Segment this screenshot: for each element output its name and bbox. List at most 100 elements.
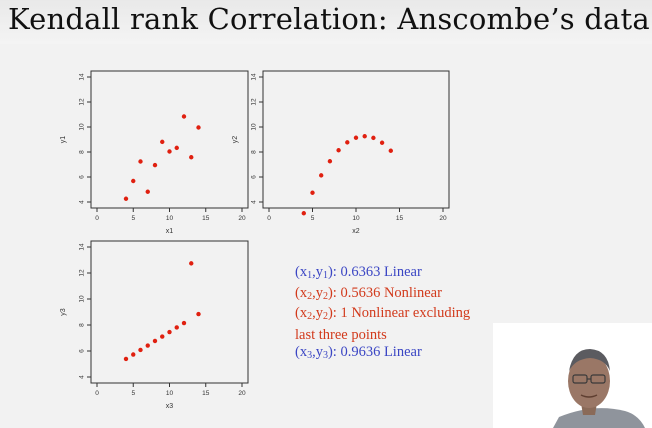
data-point (301, 211, 306, 216)
y-tick-label: 8 (251, 150, 258, 154)
annotation-line: (x3,y3): 0.9636 Linear (295, 343, 422, 365)
annotation-text: x (299, 305, 308, 321)
data-point (123, 196, 129, 201)
annotation-subscript: 2 (322, 291, 328, 302)
x-tick-label: 20 (238, 215, 246, 222)
data-point (189, 261, 194, 266)
data-point (345, 140, 350, 145)
annotation-text: ( (295, 264, 300, 280)
data-point (138, 347, 143, 353)
annotation-text: y (315, 305, 323, 321)
presenter-video (493, 323, 652, 428)
slide-title: Kendall rank Correlation: Anscombe’s dat… (8, 2, 650, 36)
x-tick-label: 20 (238, 390, 246, 397)
y-tick-label: 14 (251, 73, 258, 81)
annotation-line: (x2,y2): 0.5636 Nonlinear (295, 284, 442, 306)
data-point (371, 135, 376, 141)
data-point (167, 149, 172, 154)
data-point (181, 114, 187, 119)
y-tick-label: 14 (79, 73, 86, 81)
y-tick-label: 4 (79, 375, 86, 379)
y-tick-label: 12 (79, 98, 86, 106)
annotation-text: ( (295, 344, 300, 360)
annotation-text: , (312, 344, 316, 360)
data-point (319, 173, 324, 178)
y-tick-label: 14 (79, 243, 86, 251)
data-point (123, 356, 129, 362)
data-point (152, 338, 158, 344)
x-tick-label: 5 (131, 215, 135, 222)
y-tick-label: 4 (251, 200, 258, 204)
y-tick-label: 10 (79, 123, 86, 131)
data-point (145, 343, 150, 348)
x-tick-label: 20 (439, 215, 447, 222)
x-tick-label: 0 (95, 215, 99, 222)
annotation-subscript: 3 (307, 350, 313, 361)
annotation-subscript: 2 (307, 311, 313, 322)
y-tick-label: 6 (79, 175, 86, 179)
annotation-text: y (315, 264, 323, 280)
x-axis-label: x3 (166, 403, 174, 410)
x-tick-label: 10 (166, 390, 174, 397)
annotation-text: ): 0.6363 Linear (327, 264, 422, 280)
annotation-text: y (315, 344, 323, 360)
data-point (196, 125, 201, 130)
y-tick-label: 12 (251, 98, 258, 106)
y-axis-label: y1 (60, 136, 67, 144)
data-point (145, 189, 150, 194)
annotation-subscript: 3 (322, 350, 328, 361)
annotation-text: x (299, 285, 308, 301)
data-point (336, 148, 341, 153)
annotation-continuation: last three points (295, 327, 387, 343)
annotation-text: , (312, 264, 316, 280)
x-tick-label: 10 (352, 215, 360, 222)
x-axis-label: x1 (166, 228, 174, 235)
presenter-figure (493, 323, 652, 428)
annotation-text: , (312, 285, 316, 301)
annotation-subscript: 2 (322, 311, 328, 322)
annotation-text: y (315, 285, 323, 301)
data-point (138, 159, 143, 164)
annotation-subscript: 2 (307, 291, 313, 302)
x-tick-label: 15 (202, 215, 210, 222)
y-tick-label: 10 (251, 123, 258, 131)
x-axis-label: x2 (352, 228, 360, 235)
data-point (353, 135, 359, 140)
data-point (174, 145, 179, 151)
slide-title-bar: Kendall rank Correlation: Anscombe’s dat… (0, 0, 652, 44)
annotation-text: ( (295, 305, 300, 321)
annotation-text: ): 1 Nonlinear excluding (327, 305, 471, 321)
data-point (160, 139, 165, 145)
annotation-subscript: 1 (322, 270, 328, 281)
data-point (379, 140, 385, 145)
annotation-text: ( (295, 285, 300, 301)
x-tick-label: 15 (396, 215, 404, 222)
data-point (174, 325, 179, 330)
x-tick-label: 15 (202, 390, 210, 397)
data-point (131, 178, 136, 184)
y-tick-label: 4 (79, 200, 86, 204)
plot-frame-1 (90, 70, 249, 209)
annotation-line: (x2,y2): 1 Nonlinear excluding last three… (295, 304, 470, 345)
data-point (181, 320, 187, 326)
y-axis-label: y3 (60, 308, 67, 316)
y-tick-label: 6 (251, 175, 258, 179)
y-axis-label: y2 (232, 136, 239, 144)
y-tick-label: 8 (79, 323, 86, 327)
plot-frame-3 (90, 240, 249, 384)
data-point (196, 311, 201, 317)
annotation-text: x (299, 264, 308, 280)
x-tick-label: 5 (131, 390, 135, 397)
y-tick-label: 12 (79, 269, 86, 277)
annotation-line: (x1,y1): 0.6363 Linear (295, 263, 422, 285)
x-tick-label: 5 (311, 215, 315, 222)
y-tick-label: 6 (79, 349, 86, 353)
annotation-text: x (299, 344, 308, 360)
annotation-subscript: 1 (307, 270, 313, 281)
annotation-text: ): 0.5636 Nonlinear (327, 285, 442, 301)
data-point (310, 190, 315, 195)
x-tick-label: 10 (166, 215, 174, 222)
data-point (167, 329, 172, 335)
data-point (152, 162, 158, 168)
